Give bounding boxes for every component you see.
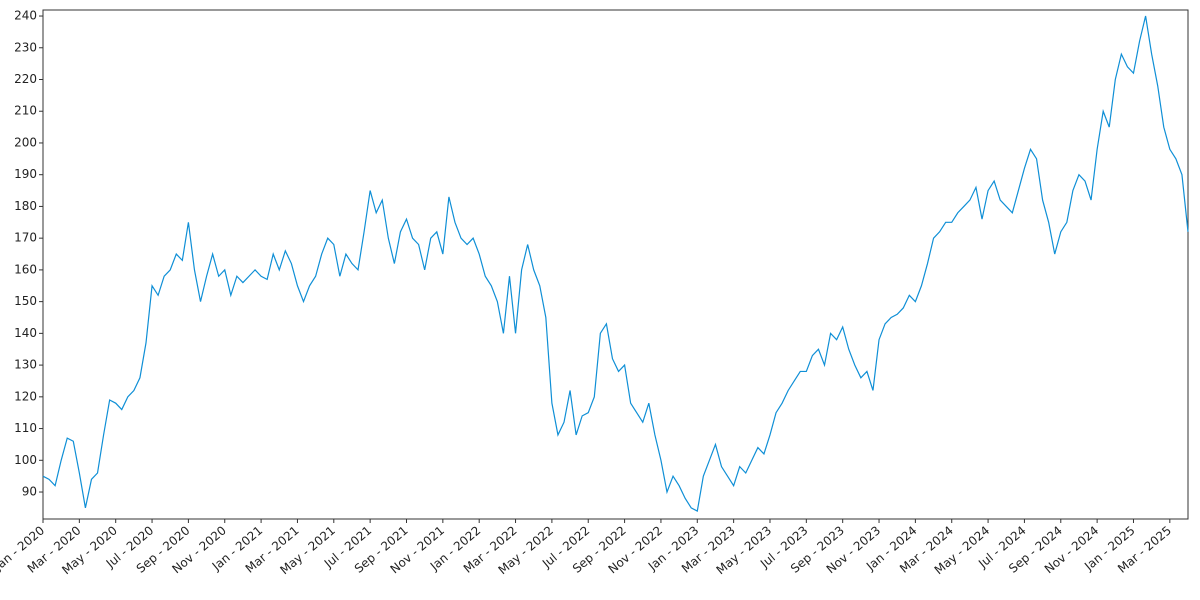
y-tick-label: 170: [14, 231, 37, 245]
y-tick-label: 190: [14, 167, 37, 181]
y-tick-label: 100: [14, 453, 37, 467]
y-tick-label: 220: [14, 72, 37, 86]
y-tick-label: 210: [14, 104, 37, 118]
y-tick-label: 230: [14, 40, 37, 54]
y-tick-label: 150: [14, 294, 37, 308]
y-tick-label: 140: [14, 326, 37, 340]
y-tick-label: 200: [14, 135, 37, 149]
y-tick-label: 160: [14, 262, 37, 276]
y-tick-label: 120: [14, 389, 37, 403]
price-line: [42, 15, 1189, 512]
plot-frame: [42, 9, 1189, 520]
y-tick-label: 130: [14, 358, 37, 372]
y-tick-label: 180: [14, 199, 37, 213]
y-tick-label: 240: [14, 9, 37, 23]
y-tick-label: 90: [22, 485, 37, 499]
y-tick-label: 110: [14, 421, 37, 435]
